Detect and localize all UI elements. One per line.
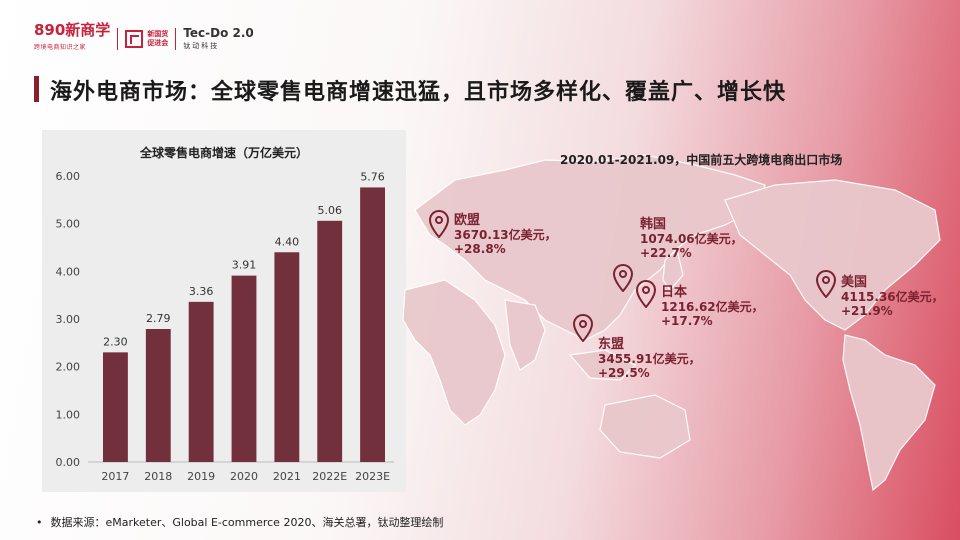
- map-india: [504, 299, 546, 371]
- marker-label-japan: 日本 1216.62亿美元， +17.7%: [661, 285, 764, 329]
- header-logos: 890新商学 跨境电商知识之家 新国货 促进会 Tec-Do 2.0 钛动科技: [34, 21, 254, 52]
- y-tick-label: 5.00: [56, 218, 81, 231]
- x-tick-label: 2019: [187, 470, 215, 483]
- page-title: 海外电商市场：全球零售电商增速迅猛，且市场多样化、覆盖广、增长快: [50, 80, 787, 105]
- bar-chart: 0.00 1.00 2.00 3.00 4.00 5.00 6.00 2.30 2017 2.79…: [56, 170, 394, 483]
- bar: [188, 301, 214, 462]
- chart-title: 全球零售电商增速（万亿美元）: [139, 146, 308, 160]
- marker-label-korea: 韩国 1074.06亿美元， +22.7%: [640, 217, 743, 261]
- x-tick-label: 2020: [230, 470, 258, 483]
- x-tick-label: 2017: [101, 470, 129, 483]
- logo-divider: [175, 28, 177, 50]
- map-australia: [599, 394, 691, 459]
- y-tick-label: 3.00: [56, 313, 81, 326]
- cert-logo-text: 新国货 促进会: [147, 30, 169, 47]
- map-japan: [662, 248, 684, 291]
- x-tick-label: 2022E: [312, 470, 347, 483]
- marker-label-eu: 欧盟 3670.13亿美元， +28.8%: [454, 213, 557, 257]
- bar-chart-panel: 全球零售电商增速（万亿美元） 0.00 1.00 2.00 3.00 4.00 5.00 6…: [42, 130, 406, 492]
- map-pin-icon: [428, 210, 450, 238]
- data-label: 2.30: [103, 335, 128, 348]
- data-label: 5.06: [317, 204, 342, 217]
- brand-logo: 890新商学 跨境电商知识之家: [34, 21, 111, 52]
- y-tick-label: 6.00: [56, 170, 81, 183]
- bullet-icon: •: [36, 516, 43, 529]
- map-africa: [402, 279, 506, 426]
- logo-divider: [117, 28, 119, 50]
- bar: [360, 187, 385, 462]
- data-label: 3.36: [189, 285, 214, 298]
- map-title: 2020.01-2021.09，中国前五大跨境电商出口市场: [560, 153, 843, 167]
- y-tick-label: 1.00: [56, 408, 81, 421]
- x-tick-label: 2018: [144, 470, 172, 483]
- x-tick-label: 2023E: [355, 470, 390, 483]
- data-label: 4.40: [275, 235, 300, 248]
- data-label: 2.79: [146, 312, 171, 325]
- map-eurasia: [414, 154, 766, 341]
- marker-label-usa: 美国 4115.36亿美元， +21.9%: [841, 275, 944, 319]
- x-tick-label: 2021: [273, 470, 301, 483]
- map-pin-icon: [815, 270, 837, 298]
- y-tick-label: 4.00: [56, 265, 81, 278]
- title-accent-bar: [34, 76, 39, 102]
- bar: [231, 275, 257, 462]
- map-pin-icon: [635, 280, 657, 308]
- map-sea-islands: [568, 349, 637, 381]
- map-pin-icon: [612, 264, 634, 292]
- source-note: • 数据来源：eMarketer、Global E-commerce 2020、海…: [36, 516, 444, 529]
- bar: [103, 352, 128, 462]
- y-tick-label: 2.00: [56, 361, 81, 374]
- tecdo-logo: Tec-Do 2.0 钛动科技: [183, 25, 254, 50]
- bar: [145, 329, 171, 462]
- marker-label-asean: 东盟 3455.91亿美元， +29.5%: [598, 337, 701, 381]
- bar: [317, 220, 343, 462]
- map-south-america: [842, 334, 936, 492]
- map-north-america: [724, 179, 941, 331]
- world-map: [402, 154, 941, 492]
- data-label: 3.91: [232, 259, 257, 272]
- y-tick-label: 0.00: [56, 456, 81, 469]
- map-pin-icon: [572, 314, 594, 342]
- cert-logo-icon: [125, 30, 144, 48]
- data-label: 5.76: [360, 170, 385, 183]
- bar: [274, 252, 300, 462]
